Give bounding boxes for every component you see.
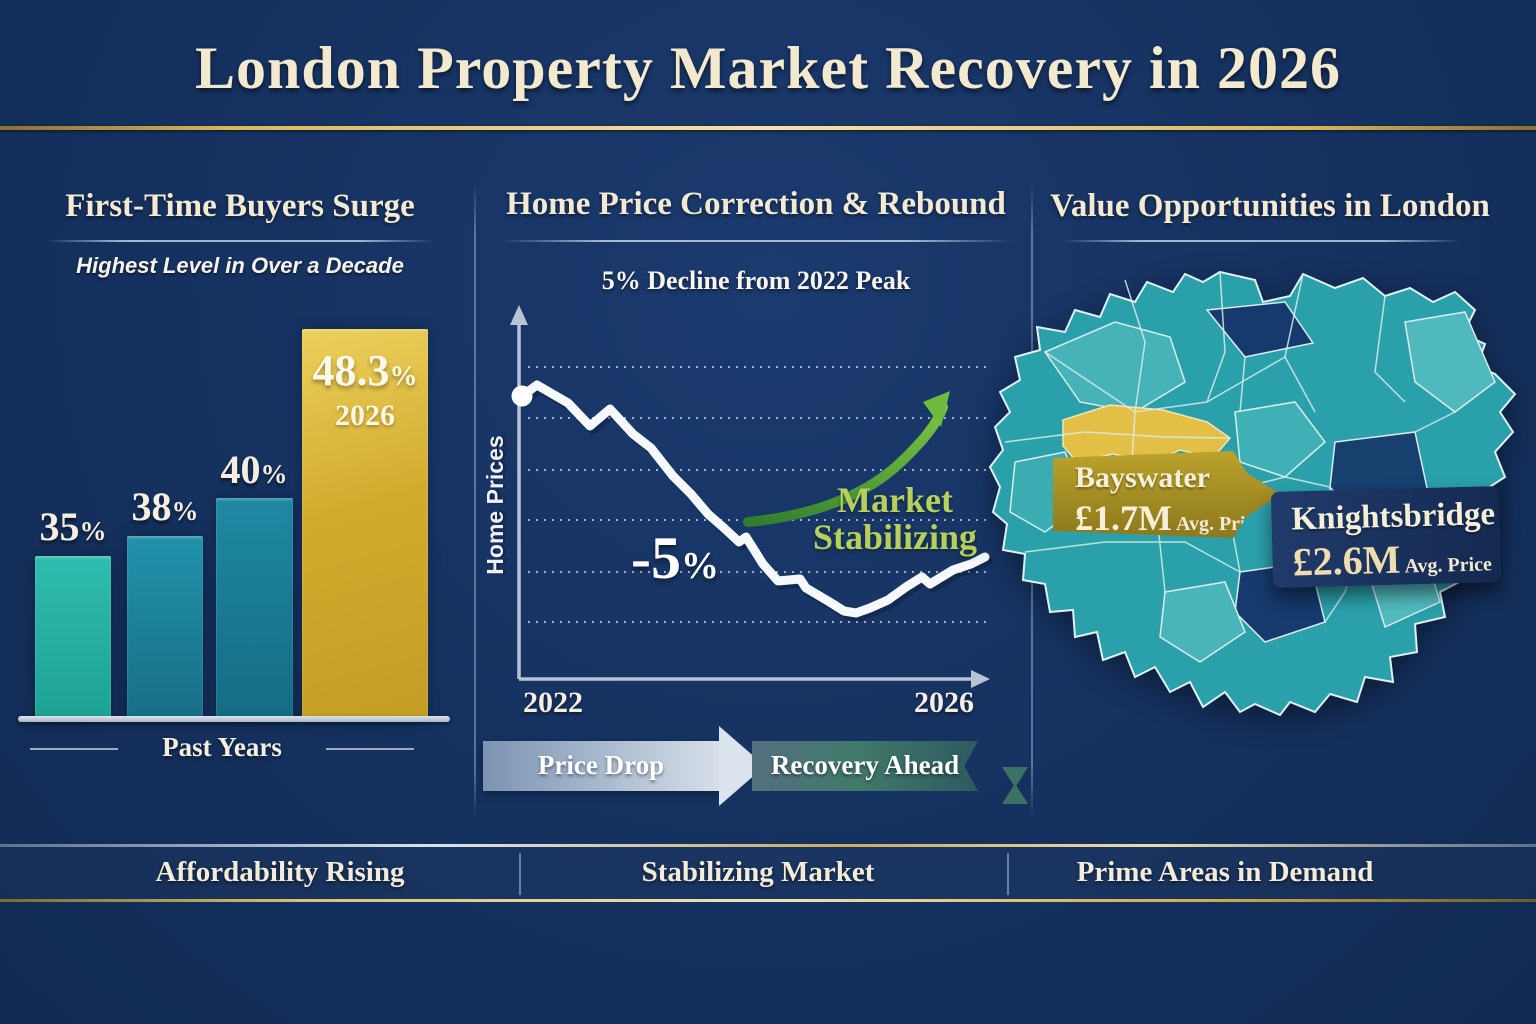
xlabel-dash-left bbox=[30, 748, 118, 750]
map-title-rule bbox=[1062, 240, 1462, 242]
buyers-title-rule bbox=[45, 240, 435, 242]
footer-divider-1 bbox=[519, 853, 521, 895]
bar-past-year-2 bbox=[127, 536, 203, 722]
y-axis-label: Home Prices bbox=[482, 435, 508, 575]
x-tick-2022: 2022 bbox=[523, 686, 583, 719]
price-line bbox=[517, 380, 990, 618]
recovery-trend-arrow bbox=[743, 402, 948, 527]
price-line-start-dot bbox=[511, 385, 533, 407]
ribbon-recovery-label: Recovery Ahead bbox=[770, 750, 960, 780]
footer-item-affordability: Affordability Rising bbox=[155, 856, 405, 888]
bar-past-year-3 bbox=[216, 498, 293, 722]
page-title: London Property Market Recovery in 2026 bbox=[194, 35, 1342, 101]
decline-annotation: -5% bbox=[631, 525, 719, 591]
knightsbridge-caption: Avg. Price bbox=[1404, 553, 1493, 578]
axes bbox=[517, 319, 976, 681]
footer-rule-top bbox=[0, 844, 1536, 847]
prices-title-rule bbox=[500, 240, 1012, 242]
stabilizing-annotation: Market Stabilizing bbox=[812, 480, 978, 558]
map-panel-title: Value Opportunities in London bbox=[1050, 188, 1490, 224]
ribbon-recovery: Recovery Ahead bbox=[752, 741, 978, 791]
ribbon-end-chevron-icon bbox=[1002, 767, 1028, 804]
panel-divider-left bbox=[474, 182, 476, 818]
recovery-arrowhead-icon bbox=[923, 391, 950, 427]
header-gold-divider bbox=[0, 126, 1536, 130]
bar-chart-baseline bbox=[18, 716, 450, 722]
footer-item-stabilizing: Stabilizing Market bbox=[641, 856, 875, 888]
knightsbridge-name: Knightsbridge bbox=[1291, 496, 1496, 538]
bar-label-4: 48.3% bbox=[312, 346, 418, 395]
price-line-chart bbox=[510, 305, 993, 688]
knightsbridge-banner: Knightsbridge £2.6M Avg. Price bbox=[1270, 486, 1502, 588]
buyers-xlabel: Past Years bbox=[162, 732, 282, 762]
x-tick-2026: 2026 bbox=[914, 686, 974, 719]
bar-label-1: 35% bbox=[39, 504, 107, 549]
bar-2026-highlight bbox=[302, 329, 428, 722]
prices-panel-title: Home Price Correction & Rebound bbox=[506, 186, 1006, 222]
ribbon-price-drop-label: Price Drop bbox=[537, 750, 665, 780]
bar-past-year-1 bbox=[35, 556, 111, 722]
footer-rule-bottom bbox=[0, 899, 1536, 902]
prices-subtitle: 5% Decline from 2022 Peak bbox=[601, 266, 911, 295]
xlabel-dash-right bbox=[326, 748, 414, 750]
footer-item-prime-areas: Prime Areas in Demand bbox=[1076, 856, 1374, 888]
bar-label-2: 38% bbox=[131, 484, 199, 529]
knightsbridge-price-row: £2.6M Avg. Price bbox=[1292, 536, 1501, 585]
y-axis-arrow-icon bbox=[510, 305, 528, 325]
ribbon-price-drop: Price Drop bbox=[483, 741, 719, 791]
bayswater-name: Bayswater bbox=[1075, 461, 1210, 494]
buyers-panel-title: First-Time Buyers Surge bbox=[65, 188, 415, 224]
buyers-subtitle: Highest Level in Over a Decade bbox=[76, 253, 404, 278]
bar-label-3: 40% bbox=[220, 447, 288, 492]
bayswater-price: £1.7M bbox=[1075, 498, 1172, 538]
knightsbridge-price: £2.6M bbox=[1292, 536, 1401, 585]
bar-year-label: 2026 bbox=[335, 399, 395, 432]
x-axis-arrow-icon bbox=[971, 670, 990, 688]
footer-divider-2 bbox=[1007, 853, 1009, 895]
